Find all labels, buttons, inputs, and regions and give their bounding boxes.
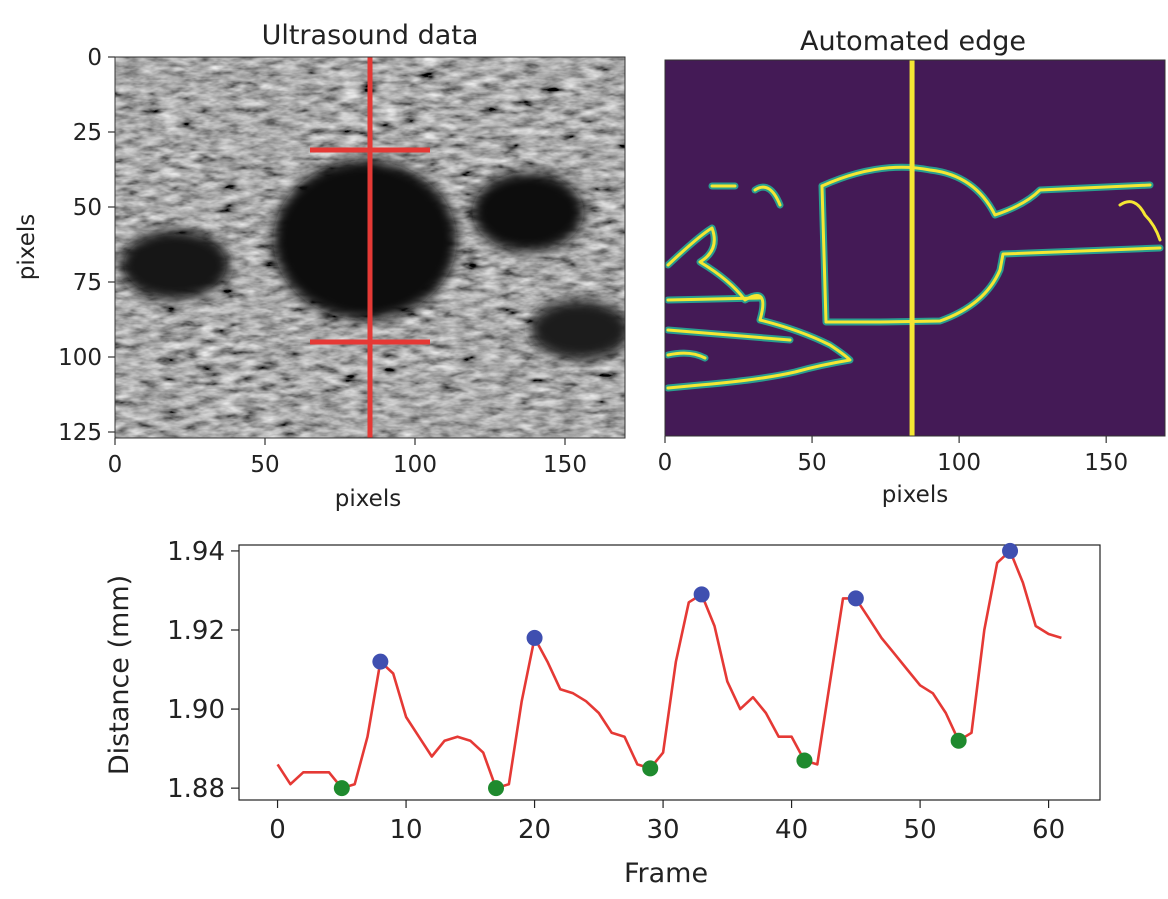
distance-xtick-label: 30 bbox=[647, 815, 680, 845]
ultrasound-ytick-label: 0 bbox=[87, 45, 102, 71]
ultrasound-ylabel: pixels bbox=[14, 214, 40, 280]
ultrasound-ytick-label: 75 bbox=[73, 270, 102, 296]
distance-xlabel: Frame bbox=[624, 858, 708, 889]
ultrasound-title: Ultrasound data bbox=[262, 20, 479, 51]
edge-title: Automated edge bbox=[800, 26, 1026, 57]
trough-marker bbox=[950, 732, 967, 749]
edge-xlabel: pixels bbox=[882, 482, 948, 508]
distance-xtick-label: 0 bbox=[269, 815, 286, 845]
distance-xtick-label: 50 bbox=[904, 815, 937, 845]
trough-marker bbox=[796, 752, 813, 769]
distance-xtick-label: 40 bbox=[775, 815, 808, 845]
ultrasound-xlabel: pixels bbox=[335, 486, 401, 512]
ultrasound-xtick-label: 50 bbox=[250, 452, 279, 478]
ultrasound-ytick-label: 125 bbox=[58, 420, 102, 446]
peak-marker bbox=[372, 653, 389, 670]
peak-marker bbox=[693, 586, 710, 603]
edge-xtick-label: 50 bbox=[797, 450, 826, 476]
distance-xtick-label: 20 bbox=[518, 815, 551, 845]
ultrasound-ytick-label: 25 bbox=[73, 120, 102, 146]
peak-marker bbox=[847, 590, 864, 607]
distance-panel: 0 10 20 30 40 50 60 1.88 1.90 1.92 1.94 Frame Dist… bbox=[104, 537, 1101, 889]
edge-xtick-label: 150 bbox=[1084, 450, 1128, 476]
edge-panel: Automated edge bbox=[658, 26, 1166, 508]
distance-ytick-label: 1.92 bbox=[167, 616, 225, 646]
peak-marker bbox=[1002, 542, 1019, 559]
trough-marker bbox=[488, 780, 505, 797]
edge-xtick-label: 0 bbox=[658, 450, 673, 476]
distance-xtick-label: 60 bbox=[1032, 815, 1065, 845]
trough-marker bbox=[333, 780, 350, 797]
distance-ylabel: Distance (mm) bbox=[104, 575, 135, 775]
peak-marker bbox=[526, 629, 543, 646]
distance-ytick-label: 1.88 bbox=[167, 774, 225, 804]
distance-ytick-label: 1.90 bbox=[167, 695, 225, 725]
ultrasound-xtick-label: 150 bbox=[543, 452, 587, 478]
ultrasound-panel: Ultrasound data 0 50 100 150 0 25 50 75 100 125 p… bbox=[14, 20, 626, 512]
ultrasound-xtick-label: 100 bbox=[393, 452, 437, 478]
distance-line bbox=[276, 549, 1062, 790]
ultrasound-xtick-label: 0 bbox=[108, 452, 123, 478]
edge-xtick-label: 100 bbox=[937, 450, 981, 476]
edge-image bbox=[665, 60, 1165, 436]
distance-ytick-label: 1.94 bbox=[167, 537, 225, 567]
trough-marker bbox=[642, 760, 659, 777]
ultrasound-overlay bbox=[310, 57, 430, 438]
ultrasound-ytick-label: 50 bbox=[73, 195, 102, 221]
ultrasound-ytick-label: 100 bbox=[58, 345, 102, 371]
distance-xtick-label: 10 bbox=[390, 815, 423, 845]
